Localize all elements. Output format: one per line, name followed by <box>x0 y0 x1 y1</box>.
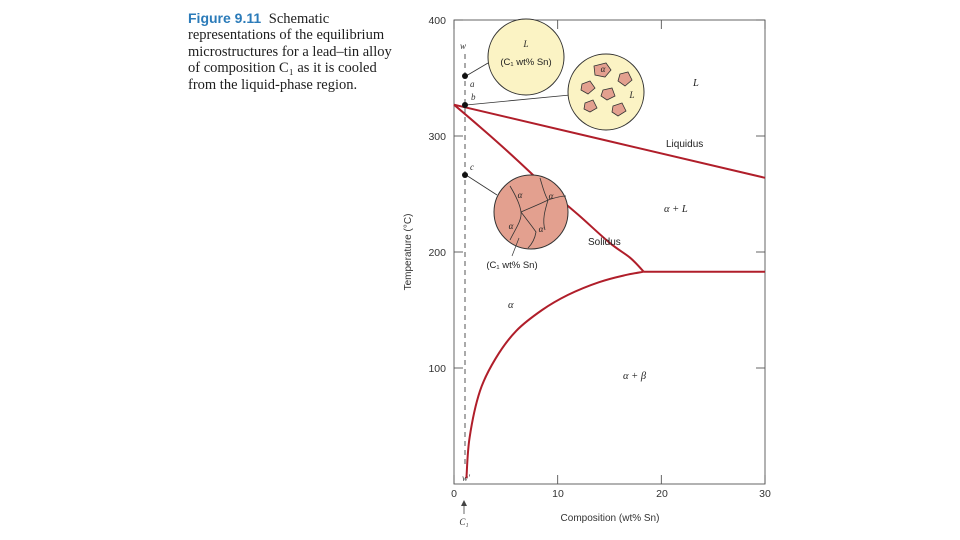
mixed-liquid-label: L <box>628 90 634 100</box>
point-a-label: a <box>470 79 475 89</box>
alpha-grain <box>580 80 596 95</box>
y-tick-label: 400 <box>428 15 446 27</box>
alpha-grain-label: α <box>509 221 514 231</box>
region-label-alpha-plus-beta: α + β <box>623 371 647 382</box>
grain-boundary <box>520 211 537 249</box>
alpha-grain-label: α <box>518 190 523 200</box>
point-b <box>462 102 468 108</box>
alpha-grain <box>593 62 612 78</box>
y-tick-label: 100 <box>428 363 446 375</box>
x-tick-label: 10 <box>552 488 564 500</box>
liquidus-curve <box>453 103 766 179</box>
alpha-grain <box>583 99 598 113</box>
alpha-composition-label: (C₁ wt% Sn) <box>486 260 537 271</box>
liquidus-label: Liquidus <box>666 139 703 150</box>
region-label-alpha-plus-liquid: α + L <box>664 204 688 215</box>
y-tick-label: 300 <box>428 131 446 143</box>
mixed-alpha-label: α <box>601 64 606 74</box>
alpha-grain-label: α <box>539 224 544 234</box>
point-a <box>462 73 468 79</box>
alpha-grain <box>617 71 633 87</box>
point-b-label: b <box>471 92 476 102</box>
alpha-circle <box>493 174 569 250</box>
point-c <box>462 172 468 178</box>
connector-b <box>465 94 571 106</box>
c1-label: C₁ <box>459 517 468 527</box>
x-tick-label: 20 <box>656 488 668 500</box>
phase-boundaries <box>453 103 766 479</box>
microstructure-liquid: L (C₁ wt% Sn) <box>487 18 565 96</box>
solidus-label: Solidus <box>588 237 621 248</box>
connector-c <box>465 174 498 196</box>
alpha-grain <box>600 87 616 101</box>
region-label-liquid: L <box>692 78 699 89</box>
connector-a <box>465 62 489 77</box>
figure-caption: Figure 9.11 Schematic representations of… <box>188 10 398 93</box>
region-label-alpha: α <box>508 300 514 311</box>
microstructure-alpha: α α α α (C₁ wt% Sn) <box>486 174 569 271</box>
grain-boundary <box>539 177 549 231</box>
c1-arrowhead <box>461 500 467 506</box>
alpha-grain-label: α <box>549 191 554 201</box>
x-tick-label: 0 <box>451 488 457 500</box>
solvus-curve <box>465 270 644 479</box>
y-tick-label: 200 <box>428 247 446 259</box>
figure-label: Figure 9.11 <box>188 10 262 26</box>
alpha-grain <box>611 102 627 117</box>
liquid-phase-label: L <box>522 39 528 49</box>
liquid-composition-label: (C₁ wt% Sn) <box>500 57 551 68</box>
point-c-label: c <box>470 162 474 172</box>
axis-ticks <box>453 19 766 484</box>
y-axis-title: Temperature (°C) <box>403 214 414 291</box>
x-axis-title: Composition (wt% Sn) <box>561 513 660 524</box>
x-tick-label: 30 <box>759 488 771 500</box>
microstructure-alpha-plus-liquid: α L <box>567 53 645 131</box>
composition-line-top-label: w <box>460 41 466 51</box>
liquid-circle <box>487 18 565 96</box>
caption-text: Schematic representations of the equilib… <box>188 11 392 93</box>
composition-leader <box>511 237 520 257</box>
